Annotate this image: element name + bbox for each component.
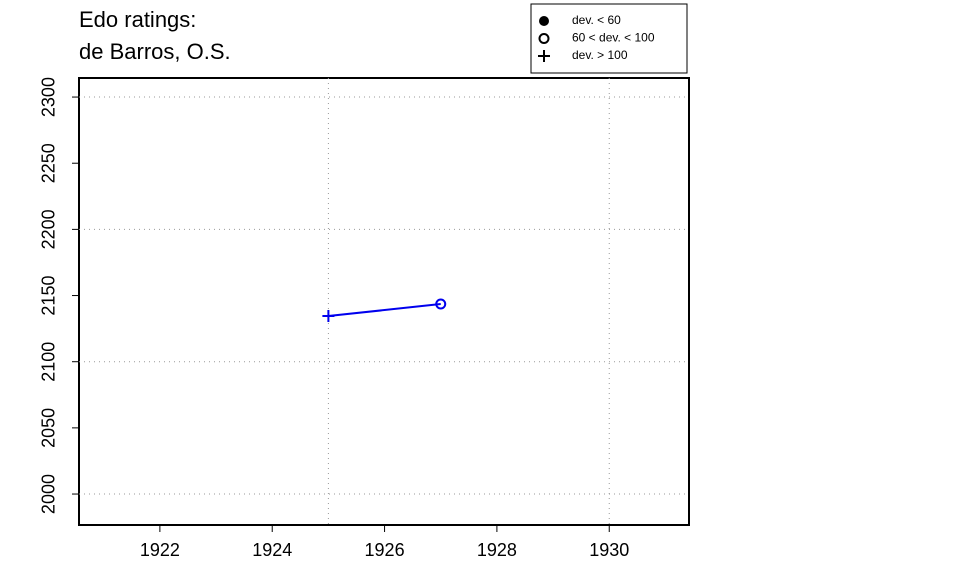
y-tick-label: 2100 xyxy=(39,342,59,382)
marker xyxy=(322,310,335,323)
x-tick-label: 1930 xyxy=(589,540,629,560)
y-tick-label: 2200 xyxy=(39,209,59,249)
marker xyxy=(538,50,550,62)
y-tick-label: 2000 xyxy=(39,474,59,514)
chart-title: de Barros, O.S. xyxy=(79,39,231,64)
x-tick-label: 1928 xyxy=(477,540,517,560)
marker xyxy=(435,298,447,310)
x-tick-label: 1924 xyxy=(252,540,292,560)
chart-title: Edo ratings: xyxy=(79,7,196,32)
y-tick-label: 2300 xyxy=(39,77,59,117)
marker xyxy=(538,33,550,44)
legend-label: 60 < dev. < 100 xyxy=(572,31,655,45)
x-tick-label: 1922 xyxy=(140,540,180,560)
y-tick-label: 2250 xyxy=(39,143,59,183)
legend-label: dev. < 60 xyxy=(572,13,621,27)
marker xyxy=(539,16,549,26)
legend-box xyxy=(530,3,688,74)
line xyxy=(328,303,441,318)
y-tick-label: 2150 xyxy=(39,276,59,316)
x-tick-label: 1926 xyxy=(365,540,405,560)
legend-label: dev. > 100 xyxy=(572,48,628,62)
plot-frame xyxy=(78,77,690,526)
y-tick-label: 2050 xyxy=(39,408,59,448)
